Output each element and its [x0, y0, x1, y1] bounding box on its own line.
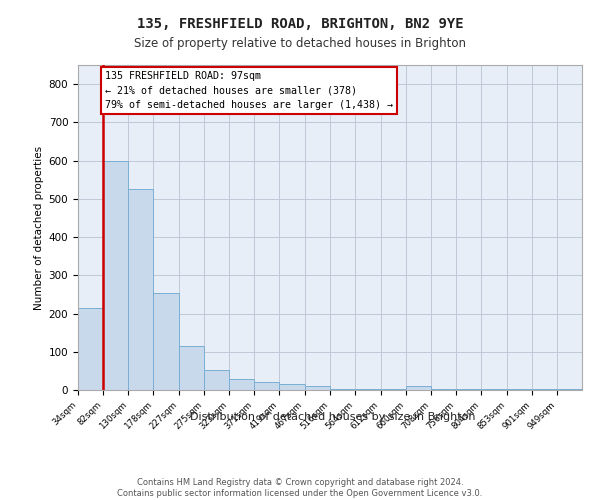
Bar	[229, 378, 254, 390]
Bar	[128, 190, 154, 390]
Bar	[254, 382, 280, 390]
Bar	[406, 386, 431, 390]
Bar	[204, 370, 229, 390]
Bar	[305, 386, 330, 390]
Bar	[506, 389, 532, 390]
Y-axis label: Number of detached properties: Number of detached properties	[34, 146, 44, 310]
Bar	[78, 308, 103, 390]
Bar	[431, 389, 456, 390]
Text: 135 FRESHFIELD ROAD: 97sqm
← 21% of detached houses are smaller (378)
79% of sem: 135 FRESHFIELD ROAD: 97sqm ← 21% of deta…	[104, 70, 392, 110]
Bar	[330, 389, 355, 390]
Text: Size of property relative to detached houses in Brighton: Size of property relative to detached ho…	[134, 38, 466, 51]
Bar	[280, 384, 305, 390]
Text: Contains HM Land Registry data © Crown copyright and database right 2024.
Contai: Contains HM Land Registry data © Crown c…	[118, 478, 482, 498]
Bar	[103, 160, 128, 390]
Bar	[456, 389, 481, 390]
Text: 135, FRESHFIELD ROAD, BRIGHTON, BN2 9YE: 135, FRESHFIELD ROAD, BRIGHTON, BN2 9YE	[137, 18, 463, 32]
Bar	[481, 389, 506, 390]
Bar	[179, 346, 204, 390]
Bar	[355, 389, 380, 390]
Bar	[154, 292, 179, 390]
Bar	[557, 389, 582, 390]
Bar	[532, 389, 557, 390]
Text: Distribution of detached houses by size in Brighton: Distribution of detached houses by size …	[190, 412, 476, 422]
Bar	[380, 389, 406, 390]
